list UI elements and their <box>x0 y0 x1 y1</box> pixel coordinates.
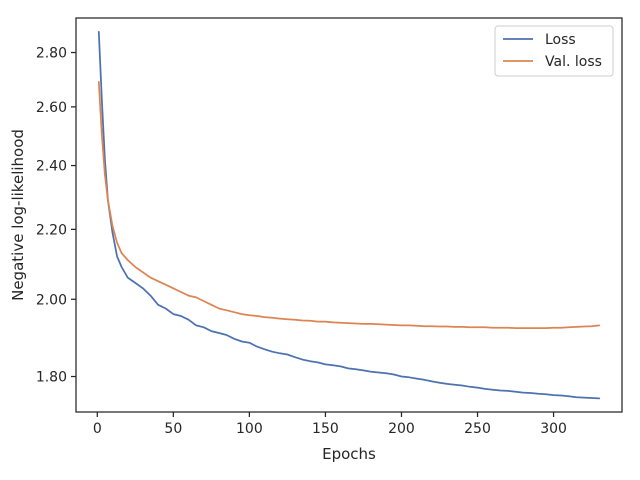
plot-frame <box>75 17 623 413</box>
y-axis-ticks: 1.80 2.00 2.20 2.40 2.60 2.80 <box>36 46 76 386</box>
x-axis-ticks: 0 50 100 150 200 250 300 <box>93 412 567 437</box>
plot-area <box>75 17 623 413</box>
x-axis-label: Epochs <box>322 445 376 463</box>
y-tick-label: 1.80 <box>36 370 67 386</box>
x-tick-label: 300 <box>540 421 567 437</box>
series-line-val-loss <box>97 81 601 329</box>
x-tick-label: 0 <box>93 421 102 437</box>
legend: Loss Val. loss <box>494 25 614 77</box>
legend-label-loss: Loss <box>545 32 576 48</box>
x-tick-label: 100 <box>236 421 263 437</box>
y-axis-label: Negative log-likelihood <box>9 129 27 301</box>
series-layer <box>97 31 601 400</box>
y-tick-label: 2.00 <box>36 292 67 308</box>
x-tick-label: 50 <box>164 421 182 437</box>
y-tick-label: 2.80 <box>36 46 67 62</box>
series-line-loss <box>97 31 601 400</box>
y-tick-label: 2.40 <box>36 159 67 175</box>
x-tick-label: 200 <box>388 421 415 437</box>
x-tick-label: 250 <box>464 421 491 437</box>
legend-label-val-loss: Val. loss <box>545 54 602 70</box>
y-tick-label: 2.20 <box>36 222 67 238</box>
x-tick-label: 150 <box>312 421 339 437</box>
y-tick-label: 2.60 <box>36 100 67 116</box>
